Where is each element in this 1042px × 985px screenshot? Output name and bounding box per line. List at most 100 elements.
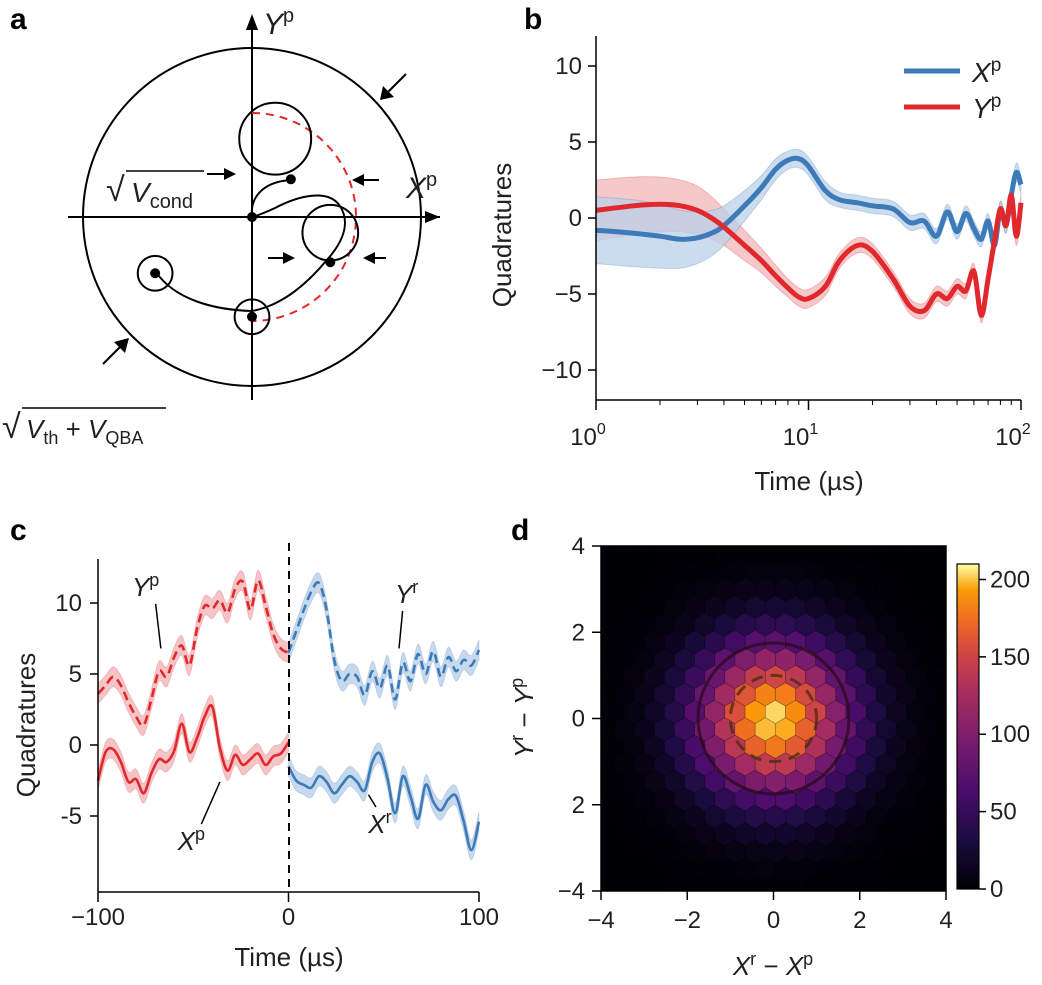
hex-bin (634, 892, 654, 915)
hex-bin (715, 892, 735, 915)
arrow-icon (224, 168, 236, 180)
panel-d-label: d (511, 514, 529, 547)
x-tick-label: −4 (587, 907, 614, 934)
hex-bin (574, 683, 594, 706)
arrow-icon (380, 86, 394, 100)
conditional-circle-1 (301, 203, 360, 262)
v-cond-label: √ Vcond (106, 170, 204, 213)
conditional-circle-0 (238, 101, 313, 176)
hex-bin (796, 892, 816, 915)
state-point-2 (325, 257, 336, 268)
x-tick-label: 4 (939, 907, 952, 934)
state-point-3 (247, 311, 257, 322)
arrow-icon (283, 252, 295, 264)
y-tick-label: -5 (61, 803, 82, 830)
hex-bin (936, 857, 946, 881)
panel-b-label: b (524, 3, 542, 36)
y-tick-label: 0 (69, 732, 82, 759)
series-line-3 (287, 751, 481, 852)
y-tick-label: 10 (55, 590, 82, 617)
hex-bin (936, 752, 946, 776)
panel-a: a Yp Xp √ Vcon (2, 3, 440, 448)
annotation-leader-2 (200, 781, 221, 825)
state-point-1 (285, 174, 296, 185)
hex-bin (574, 822, 594, 845)
y-tick-label: 0 (569, 205, 582, 232)
hex-bin (936, 577, 946, 602)
y-tick-label: 5 (569, 129, 582, 156)
x-tick-label: −100 (71, 904, 125, 931)
colorbar-tick-label: 0 (990, 876, 1003, 903)
x-tick-label: 102 (995, 421, 1031, 451)
conditional-circle-2 (233, 298, 271, 336)
hex-bin (574, 753, 594, 776)
y-tick-label: 2 (572, 619, 585, 646)
hex-bin (574, 648, 594, 671)
x-tick-label: 0 (767, 907, 780, 934)
colorbar-tick-label: 100 (990, 721, 1030, 748)
outer-uncertainty-circle (82, 47, 422, 387)
panel-c-label: c (10, 514, 27, 547)
arrow-icon (363, 252, 375, 264)
x-tick-label: 100 (459, 904, 499, 931)
panel-a-x-label: Xp (405, 169, 437, 205)
x-tick-label: 0 (282, 904, 295, 931)
y-tick-label: 10 (555, 53, 582, 80)
conditional-circle-3 (136, 254, 174, 292)
hex-bin (936, 787, 946, 811)
series-line-1 (287, 581, 481, 701)
y-tick-label: −5 (555, 281, 582, 308)
series-line-1 (595, 192, 1024, 318)
variance-circle-1 (728, 673, 819, 764)
colorbar-tick-label: 50 (990, 799, 1017, 826)
v-total-label: √ Vth + VQBA (2, 407, 166, 448)
panel-c-x-label: Time (µs) (234, 942, 343, 972)
series-annotation-3: Xr (367, 807, 391, 839)
panel-b-y-label: Quadratures (487, 163, 517, 308)
y-tick-label: 0 (572, 706, 585, 733)
colorbar (956, 563, 980, 890)
y-tick-label: −10 (541, 357, 582, 384)
confidence-band-1 (288, 571, 480, 711)
series-annotation-1: Yr (395, 577, 418, 609)
svg-text:Vth + VQBA: Vth + VQBA (26, 414, 143, 448)
colorbar-tick-label: 150 (990, 644, 1030, 671)
legend-label-y: Yp (972, 91, 1001, 124)
x-tick-label: 101 (783, 421, 819, 451)
hex-bin (936, 546, 946, 567)
svg-text:√: √ (2, 408, 21, 446)
x-tick-label: −2 (674, 907, 701, 934)
annotation-leader-1 (398, 610, 404, 649)
series-line-2 (96, 704, 290, 795)
legend: Xp Yp (904, 55, 1001, 124)
hex-bin (936, 647, 946, 672)
hex-bin (654, 892, 674, 915)
panel-a-label: a (10, 3, 27, 36)
panel-c: c 10 5 0 -5 −100 0 100 Yp Yr Xp Xr Time (µs) Quad… (10, 514, 499, 972)
state-point-0 (247, 212, 257, 222)
legend-label-x: Xp (971, 55, 1001, 88)
hex-bin (614, 892, 634, 915)
x-tick-label: 2 (853, 907, 866, 934)
series-annotation-0: Yp (132, 570, 159, 602)
hex-bin (936, 822, 946, 846)
hex-bin (947, 526, 967, 549)
hex-bin (936, 717, 946, 741)
annotation-leader-3 (367, 794, 377, 808)
hex-bin (574, 578, 594, 601)
panel-c-y-label: Quadratures (11, 653, 41, 798)
hex-bin (816, 892, 836, 915)
svg-text:√: √ (106, 171, 125, 209)
hex-bin (936, 612, 946, 637)
panel-d-y-label: Yr − Yp (507, 678, 539, 758)
hex-bin (876, 892, 896, 915)
y-tick-label: −4 (558, 878, 585, 905)
x-tick-label: 100 (570, 421, 606, 451)
arrow-icon (114, 338, 129, 353)
svg-text:Vcond: Vcond (131, 177, 193, 213)
panel-a-y-label: Yp (263, 5, 294, 41)
panel-b-x-label: Time (µs) (754, 466, 863, 496)
y-tick-label: 4 (572, 533, 585, 560)
panel-b: b 10 5 0 −5 −10 100 101 102 Time (µs) Quadratur… (487, 3, 1031, 496)
